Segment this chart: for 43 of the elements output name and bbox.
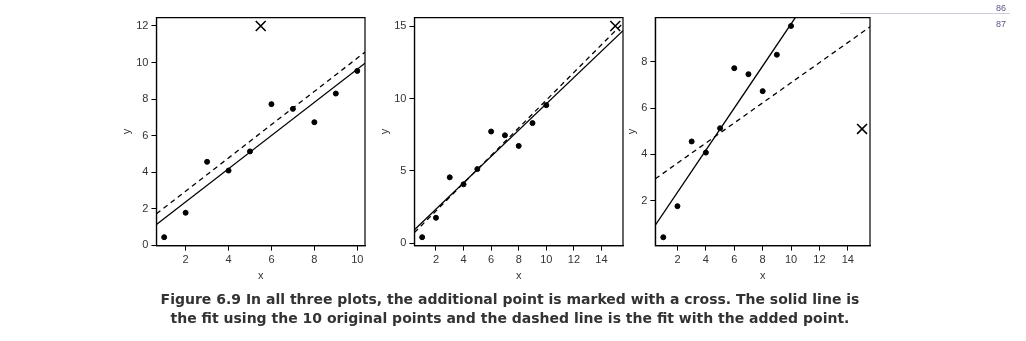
x-axis-title: x [515, 269, 522, 282]
y-axis-title: y [377, 128, 390, 135]
y-tick-label: 5 [400, 163, 407, 176]
y-tick-label: 0 [400, 236, 407, 249]
y-tick-label: 12 [136, 19, 149, 32]
x-tick-label: 2 [674, 253, 681, 266]
x-tick-label: 12 [813, 253, 826, 266]
y-tick-label: 6 [142, 128, 149, 141]
x-tick-label: 6 [268, 253, 275, 266]
x-tick-label: 10 [351, 253, 364, 266]
x-tick-label: 12 [567, 253, 581, 266]
y-tick-label: 0 [142, 238, 149, 251]
x-tick-label: 6 [731, 253, 738, 266]
x-axis-title: x [257, 269, 264, 282]
y-axis-title: y [119, 128, 132, 135]
x-tick-label: 6 [488, 253, 495, 266]
y-tick-label: 8 [142, 92, 149, 105]
x-tick-label: 8 [311, 253, 318, 266]
x-tick-label: 2 [182, 253, 189, 266]
x-tick-label: 4 [225, 253, 232, 266]
y-tick-label: 10 [136, 55, 149, 68]
y-tick-label: 6 [641, 101, 648, 114]
x-axis-title: x [759, 269, 766, 282]
caption: Figure 6.9 In all three plots, the additional point is marked with a cross. The solid line is the fit using the 10 original points and the dashed line is the fit with the added point. [159, 290, 861, 328]
y-tick-label: 4 [641, 147, 648, 160]
y-tick-label: 2 [641, 193, 648, 206]
x-tick-label: 14 [595, 253, 608, 266]
x-tick-label: 8 [515, 253, 522, 266]
y-tick-label: 10 [394, 91, 407, 104]
x-tick-label: 2 [432, 253, 440, 266]
x-tick-label: 10 [540, 253, 553, 266]
y-tick-label: 15 [394, 19, 407, 32]
x-tick-label: 10 [784, 253, 798, 266]
text: 87 [995, 18, 1006, 31]
x-tick-label: 14 [841, 253, 854, 266]
x-tick-label: 4 [702, 253, 709, 266]
x-tick-label: 4 [460, 253, 467, 266]
y-tick-label: 8 [641, 54, 648, 67]
y-tick-label: 4 [142, 165, 149, 178]
text: 86 [995, 2, 1006, 15]
y-tick-label: 2 [142, 201, 149, 214]
x-tick-label: 8 [759, 253, 766, 266]
y-axis-title: y [624, 128, 637, 135]
